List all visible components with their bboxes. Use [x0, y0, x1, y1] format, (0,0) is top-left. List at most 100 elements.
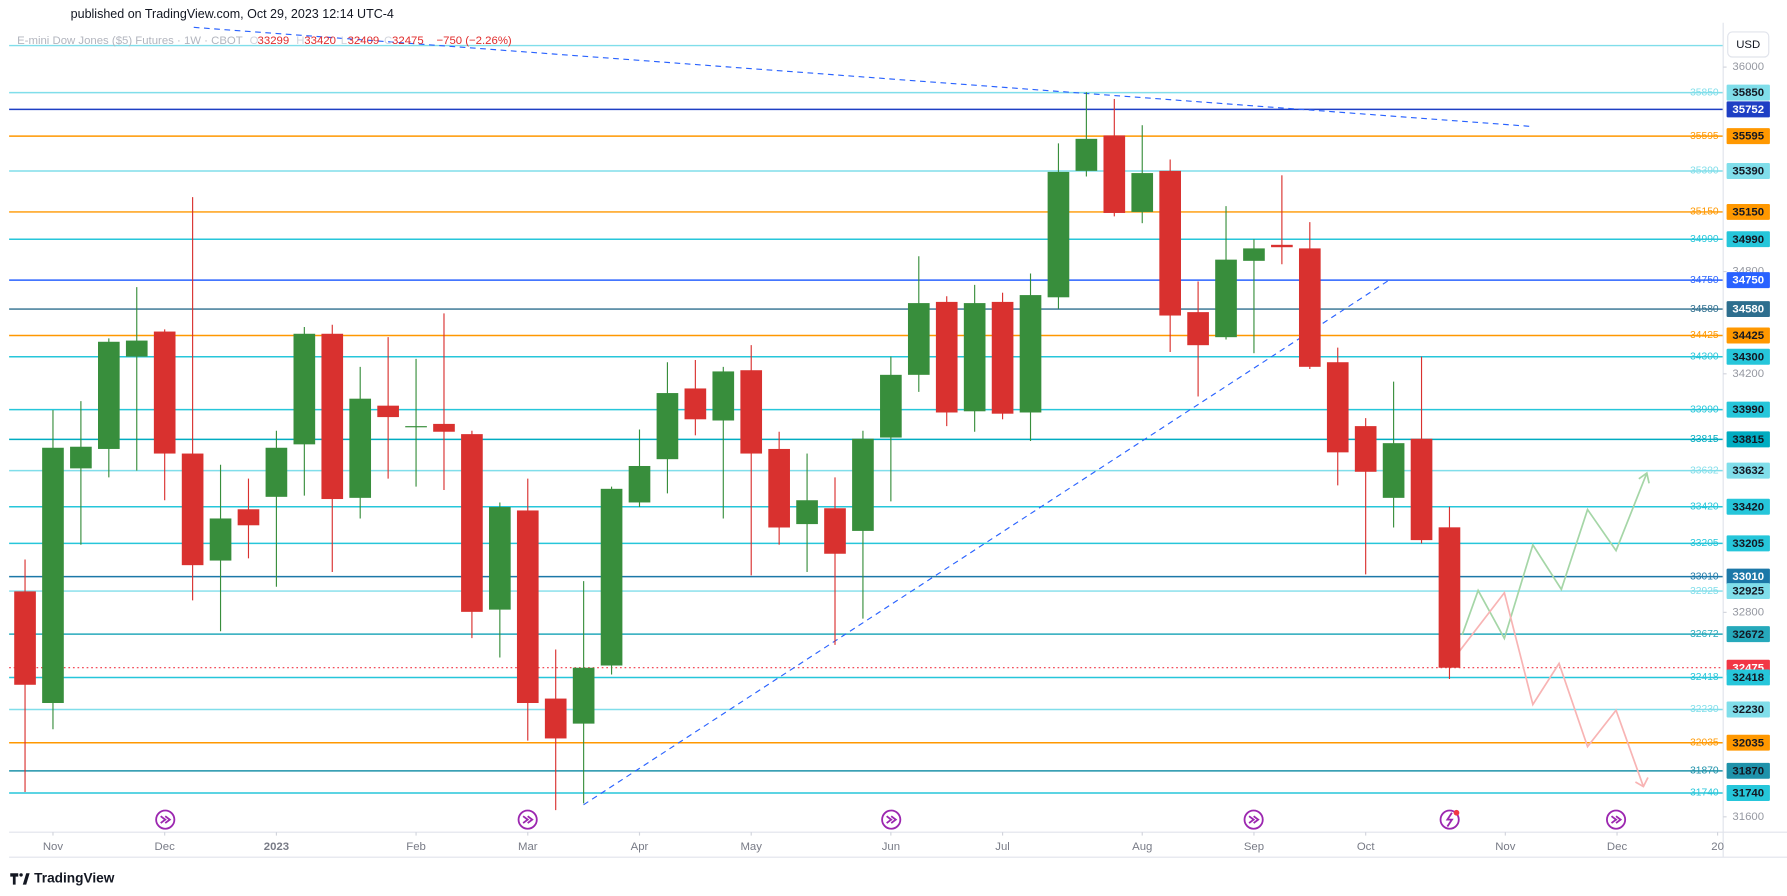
level-left-label: 35850	[1690, 87, 1719, 98]
event-icon[interactable]	[155, 809, 176, 830]
level-left-label: 34750	[1690, 275, 1719, 286]
candle-body	[768, 448, 790, 528]
candle-body	[1438, 527, 1461, 668]
x-tick-label: Aug	[1132, 841, 1152, 853]
level-price-box	[1726, 84, 1770, 101]
event-icon-glyph	[160, 815, 172, 824]
x-tick-label: May	[740, 841, 762, 853]
ohlc-letter: O	[250, 35, 259, 47]
candle-body	[1187, 312, 1209, 346]
candle-body	[98, 341, 120, 449]
ohlc-letter: C	[384, 35, 392, 47]
candle-body	[42, 447, 64, 704]
level-price-box	[1726, 203, 1770, 220]
event-icon[interactable]	[1606, 809, 1627, 830]
event-icon[interactable]	[881, 809, 902, 830]
level-price-box	[1726, 498, 1770, 515]
logo-mark	[10, 873, 19, 885]
x-tick-label: Jul	[995, 841, 1010, 853]
level-price-box	[1726, 762, 1770, 779]
level-price-box	[1726, 431, 1770, 448]
candle-body	[684, 388, 707, 420]
level-price-label: 34580	[1732, 304, 1764, 316]
event-icon[interactable]	[1439, 809, 1460, 830]
level-left-label: 34425	[1690, 330, 1719, 341]
x-tick-label: Nov	[1495, 841, 1516, 853]
candle-body	[880, 374, 902, 438]
brand-logo	[10, 873, 30, 885]
level-price-box	[1726, 701, 1770, 718]
x-tick-label: Apr	[631, 841, 649, 853]
level-price-label: 32230	[1732, 704, 1764, 716]
event-icons	[155, 809, 1627, 830]
y-tick-label: 36000	[1732, 61, 1764, 73]
level-price-box	[1726, 568, 1770, 585]
candle-body	[70, 446, 92, 469]
candle-body	[628, 465, 651, 503]
currency-button[interactable]	[1727, 31, 1770, 58]
candle-body	[1215, 259, 1237, 338]
level-price-label: 33420	[1732, 501, 1764, 513]
candle-body	[1382, 443, 1405, 498]
candle-body	[1103, 135, 1126, 213]
candle-body	[237, 509, 260, 526]
ohlc-value: 33299	[258, 35, 290, 47]
event-icon-glyph	[1610, 815, 1623, 824]
candle-body	[377, 405, 399, 418]
level-price-label: 35752	[1732, 104, 1764, 116]
level-left-label: 33420	[1690, 501, 1719, 512]
level-price-box	[1726, 348, 1770, 365]
candle-body	[740, 370, 763, 454]
event-icon[interactable]	[517, 809, 538, 830]
level-left-label: 32418	[1690, 672, 1719, 683]
event-icon[interactable]	[1243, 809, 1264, 830]
candle-body	[1326, 362, 1349, 453]
candle-body	[516, 510, 539, 704]
level-price-label: 33205	[1732, 538, 1764, 550]
level-price-box	[1726, 462, 1770, 479]
y-tick-label: 34200	[1732, 368, 1764, 380]
candle-body	[1271, 244, 1293, 248]
candle-body	[293, 333, 316, 445]
candle-body	[1354, 426, 1377, 472]
descending-trendline	[193, 26, 1533, 128]
level-left-label: 33010	[1690, 571, 1719, 582]
candle-body	[209, 518, 232, 561]
level-left-label: 34580	[1690, 304, 1719, 315]
level-left-label: 31740	[1690, 788, 1719, 799]
level-price-label: 33990	[1732, 404, 1764, 416]
candle-body	[600, 488, 623, 666]
level-price-label: 33815	[1732, 434, 1764, 446]
event-icon-glyph	[522, 815, 534, 824]
level-price-label: 34300	[1732, 351, 1764, 363]
level-price-label: 32925	[1732, 586, 1764, 598]
candle-body	[1159, 170, 1181, 316]
candle-body	[461, 434, 483, 612]
level-price-label: 34990	[1732, 234, 1764, 246]
candle-body	[1019, 295, 1042, 413]
level-price-label: 35150	[1732, 207, 1764, 219]
x-tick-label: Feb	[406, 841, 426, 853]
level-price-label: 33010	[1732, 571, 1764, 583]
level-price-box	[1726, 327, 1770, 344]
level-left-label: 35595	[1690, 131, 1719, 142]
candle-body	[712, 371, 735, 421]
level-price-box	[1726, 734, 1770, 751]
x-tick-label: Jun	[882, 841, 900, 853]
level-left-label: 32230	[1690, 704, 1719, 715]
candle-body	[572, 667, 595, 724]
x-tick-label: Dec	[1607, 841, 1628, 853]
candle-body	[907, 303, 930, 375]
level-price-label: 35390	[1732, 166, 1764, 178]
candle-body	[544, 698, 567, 739]
bullish-projection	[1461, 472, 1648, 641]
level-price-label: 31870	[1732, 765, 1764, 777]
x-tick-label: Sep	[1244, 841, 1264, 853]
candle-body	[991, 301, 1014, 414]
level-price-box	[1726, 128, 1770, 145]
candle-body	[125, 340, 148, 357]
candle-body	[1298, 248, 1321, 367]
